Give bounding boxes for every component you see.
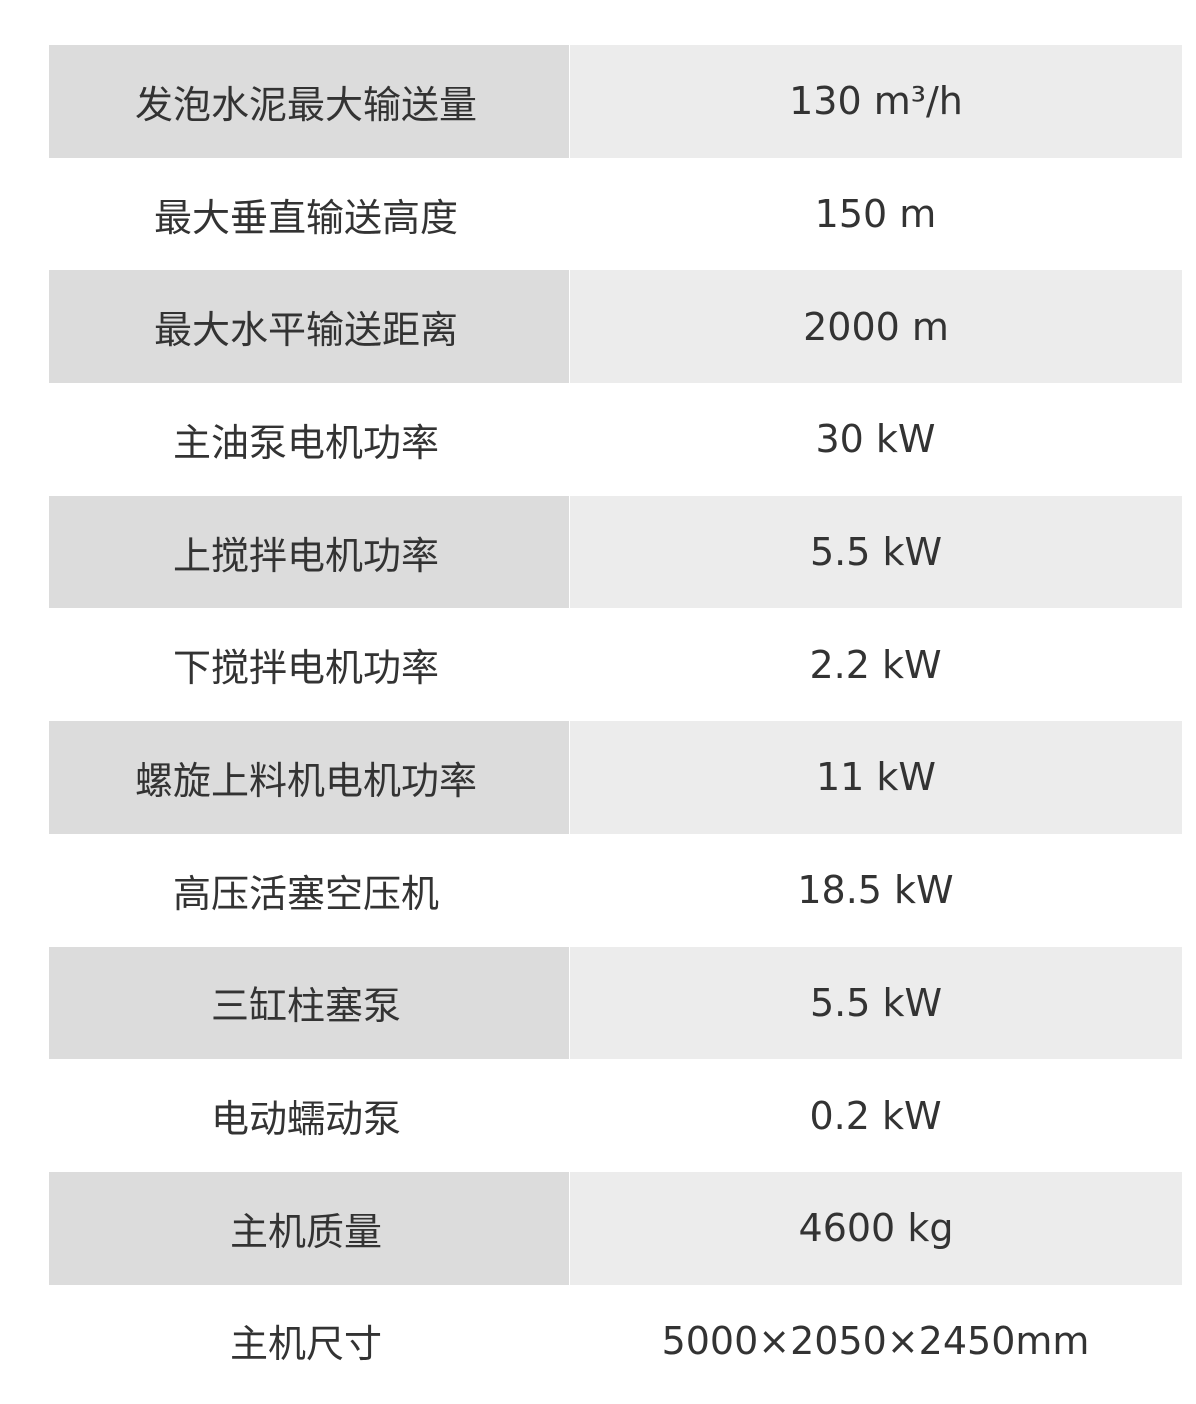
spec-label: 下搅拌电机功率: [172, 646, 439, 691]
spec-table: 发泡水泥最大输送量 130 m³/h 最大垂直输送高度 150 m 最大水平输送距离 20…: [49, 45, 1182, 1397]
spec-label-cell: 发泡水泥最大输送量: [49, 45, 569, 158]
spec-value-cell: 2000 m: [570, 270, 1182, 384]
spec-label: 主机质量: [229, 1209, 382, 1254]
spec-value: 5.5 kW: [809, 980, 943, 1025]
spec-value: 130 m³/h: [789, 79, 963, 124]
table-row: 高压活塞空压机 18.5 kW: [49, 834, 1182, 947]
spec-label-cell: 主机尺寸: [49, 1285, 569, 1398]
spec-value-cell: 5.5 kW: [570, 495, 1182, 609]
spec-value-cell: 5.5 kW: [570, 946, 1182, 1060]
spec-value-cell: 4600 kg: [570, 1171, 1182, 1285]
spec-value: 2000 m: [803, 304, 949, 349]
table-row: 电动蠕动泵 0.2 kW: [49, 1059, 1182, 1172]
spec-value-cell: 30 kW: [569, 383, 1182, 496]
table-row: 主油泵电机功率 30 kW: [49, 383, 1182, 496]
table-row: 主机尺寸 5000×2050×2450mm: [49, 1285, 1182, 1398]
spec-value: 11 kW: [815, 755, 936, 800]
spec-value-cell: 11 kW: [570, 721, 1182, 834]
spec-label-cell: 最大垂直输送高度: [49, 158, 569, 271]
table-row: 发泡水泥最大输送量 130 m³/h: [49, 45, 1182, 158]
spec-value-cell: 150 m: [569, 158, 1182, 271]
spec-value: 0.2 kW: [809, 1093, 942, 1138]
table-row: 最大水平输送距离 2000 m: [49, 270, 1182, 384]
spec-label-cell: 主油泵电机功率: [49, 383, 569, 496]
spec-label: 三缸柱塞泵: [210, 984, 401, 1029]
spec-value: 5000×2050×2450mm: [661, 1318, 1090, 1363]
spec-value: 5.5 kW: [809, 530, 943, 575]
spec-label-cell: 三缸柱塞泵: [49, 946, 569, 1060]
table-row: 三缸柱塞泵 5.5 kW: [49, 946, 1182, 1060]
spec-value: 150 m: [814, 192, 937, 237]
spec-label-cell: 主机质量: [49, 1171, 569, 1285]
spec-value: 4600 kg: [798, 1206, 954, 1251]
spec-label: 发泡水泥最大输送量: [134, 82, 477, 127]
spec-label: 螺旋上料机电机功率: [134, 758, 477, 803]
spec-label-cell: 下搅拌电机功率: [49, 608, 569, 721]
spec-label-cell: 螺旋上料机电机功率: [49, 721, 569, 834]
spec-value-cell: 130 m³/h: [570, 45, 1182, 158]
spec-label-cell: 上搅拌电机功率: [49, 495, 569, 609]
spec-label: 主机尺寸: [229, 1322, 382, 1367]
spec-value-cell: 5000×2050×2450mm: [569, 1285, 1182, 1398]
spec-label: 最大水平输送距离: [153, 308, 458, 353]
spec-value: 2.2 kW: [809, 642, 942, 687]
spec-label-cell: 电动蠕动泵: [49, 1059, 569, 1172]
spec-label-cell: 最大水平输送距离: [49, 270, 569, 384]
spec-value-cell: 0.2 kW: [569, 1059, 1182, 1172]
spec-label: 最大垂直输送高度: [153, 195, 458, 240]
table-row: 最大垂直输送高度 150 m: [49, 158, 1182, 271]
table-row: 螺旋上料机电机功率 11 kW: [49, 721, 1182, 834]
table-row: 下搅拌电机功率 2.2 kW: [49, 608, 1182, 721]
spec-label: 电动蠕动泵: [210, 1097, 401, 1142]
spec-label: 高压活塞空压机: [172, 871, 439, 916]
spec-label-cell: 高压活塞空压机: [49, 834, 569, 947]
spec-value: 18.5 kW: [797, 868, 954, 913]
spec-label: 主油泵电机功率: [172, 420, 439, 465]
table-row: 主机质量 4600 kg: [49, 1171, 1182, 1285]
spec-label: 上搅拌电机功率: [172, 533, 439, 578]
spec-value: 30 kW: [815, 417, 936, 462]
spec-value-cell: 18.5 kW: [569, 834, 1182, 947]
table-row: 上搅拌电机功率 5.5 kW: [49, 495, 1182, 609]
spec-value-cell: 2.2 kW: [569, 608, 1182, 721]
